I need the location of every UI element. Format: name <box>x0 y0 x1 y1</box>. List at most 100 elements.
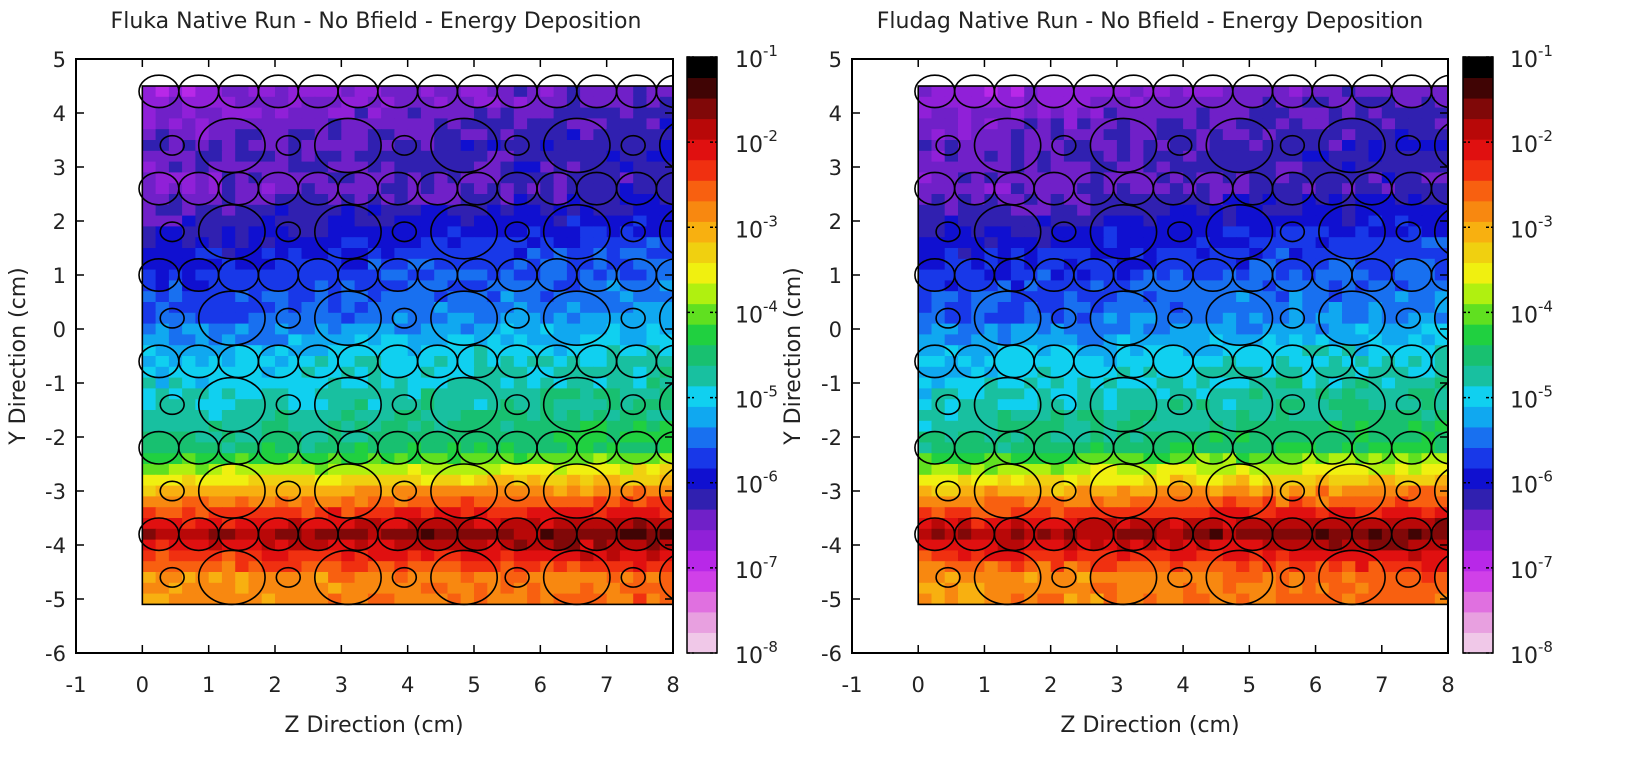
heatmap-cell <box>487 96 502 109</box>
heatmap-cell <box>354 582 369 595</box>
heatmap-cell <box>1209 442 1224 454</box>
heatmap-cell <box>155 280 170 292</box>
heatmap-cell <box>958 593 972 605</box>
heatmap-cell <box>1328 258 1343 271</box>
heatmap-cell <box>997 215 1012 227</box>
heatmap-cell <box>1342 150 1356 163</box>
heatmap-cell <box>142 366 157 379</box>
heatmap-cell <box>500 140 515 152</box>
heatmap-cell <box>1090 550 1105 562</box>
x-tick-label: 4 <box>401 673 414 697</box>
heatmap-cell <box>1381 431 1396 443</box>
heatmap-cell <box>1010 323 1025 335</box>
heatmap-cell <box>1368 518 1383 530</box>
heatmap-cell <box>474 572 488 584</box>
heatmap-cell <box>1315 96 1330 109</box>
heatmap-cell <box>1103 399 1118 411</box>
heatmap-cell <box>275 582 289 595</box>
heatmap-cell <box>1156 485 1171 497</box>
heatmap-cell <box>1090 86 1105 98</box>
heatmap-cell <box>1368 194 1383 206</box>
heatmap-cell <box>1209 366 1224 379</box>
heatmap-cell <box>1116 280 1131 292</box>
large-rod-outline <box>542 376 611 433</box>
heatmap-cell <box>474 183 488 195</box>
heatmap-cell <box>500 356 515 368</box>
heatmap-cell <box>275 485 289 497</box>
heatmap-cell <box>553 269 568 281</box>
heatmap-cell <box>1421 561 1436 573</box>
heatmap-cell <box>1156 172 1171 184</box>
heatmap-cell <box>1249 248 1264 260</box>
heatmap-cell <box>918 140 932 152</box>
heatmap-cell <box>420 593 435 605</box>
heatmap-cell <box>1143 107 1158 119</box>
heatmap-cell <box>474 226 488 238</box>
heatmap-cell <box>606 161 621 173</box>
heatmap-cell <box>1169 431 1184 443</box>
heatmap-cell <box>1421 582 1436 595</box>
heatmap-cell <box>1143 399 1158 411</box>
heatmap-cell <box>1196 528 1211 541</box>
heatmap-cell <box>566 248 581 260</box>
heatmap-cell <box>1130 258 1144 271</box>
heatmap-cell <box>931 258 946 271</box>
heatmap-cell <box>275 399 289 411</box>
heatmap-cell <box>527 258 541 271</box>
heatmap-cell <box>275 150 289 163</box>
heatmap-cell <box>958 345 972 357</box>
heatmap-cell <box>997 107 1012 119</box>
heatmap-cell <box>971 140 985 152</box>
heatmap-cell <box>513 150 528 163</box>
heatmap-cell <box>1209 323 1224 335</box>
heatmap-cell <box>1355 215 1370 227</box>
heatmap-cell <box>1289 442 1303 454</box>
heatmap-cell <box>354 204 369 217</box>
heatmap-cell <box>261 528 276 541</box>
heatmap-cell <box>513 356 528 368</box>
heatmap-cell <box>168 96 183 109</box>
heatmap-cell <box>235 86 250 98</box>
heatmap-cell <box>301 183 316 195</box>
heatmap-cell <box>1077 215 1091 227</box>
heatmap-cell <box>997 291 1012 303</box>
heatmap-cell <box>553 140 568 152</box>
heatmap-cell <box>918 593 932 605</box>
heatmap-cell <box>971 172 985 184</box>
heatmap-cell <box>1103 280 1118 292</box>
heatmap-cell <box>1130 561 1144 573</box>
heatmap-cell <box>1236 312 1250 325</box>
heatmap-cell <box>553 312 568 325</box>
heatmap-cell <box>434 442 449 454</box>
heatmap-cell <box>1289 302 1303 314</box>
heatmap-cell <box>394 528 409 541</box>
heatmap-cell <box>1169 215 1184 227</box>
heatmap-cell <box>235 161 250 173</box>
heatmap-cell <box>288 302 303 314</box>
heatmap-cell <box>1236 474 1250 487</box>
heatmap-cell <box>513 107 528 119</box>
heatmap-cell <box>261 269 276 281</box>
heatmap-cell <box>1037 485 1052 497</box>
heatmap-cell <box>261 291 276 303</box>
heatmap-cell <box>1143 334 1158 346</box>
heatmap-cell <box>593 323 608 335</box>
colorbar-swatch <box>687 262 717 284</box>
small-rod-outline <box>504 221 530 243</box>
heatmap-cell <box>288 593 303 605</box>
heatmap-cell <box>474 150 488 163</box>
heatmap-cell <box>1143 323 1158 335</box>
heatmap-cell <box>460 183 475 195</box>
heatmap-cell <box>1116 582 1131 595</box>
heatmap-cell <box>394 366 409 379</box>
heatmap-cell <box>208 366 223 379</box>
heatmap-cell <box>1183 226 1197 238</box>
heatmap-cell <box>619 345 634 357</box>
heatmap-cell <box>328 323 342 335</box>
heatmap-cell <box>1209 107 1224 119</box>
heatmap-cell <box>407 442 422 454</box>
heatmap-cell <box>971 161 985 173</box>
heatmap-cell <box>1395 334 1409 346</box>
heatmap-cell <box>1169 410 1184 422</box>
